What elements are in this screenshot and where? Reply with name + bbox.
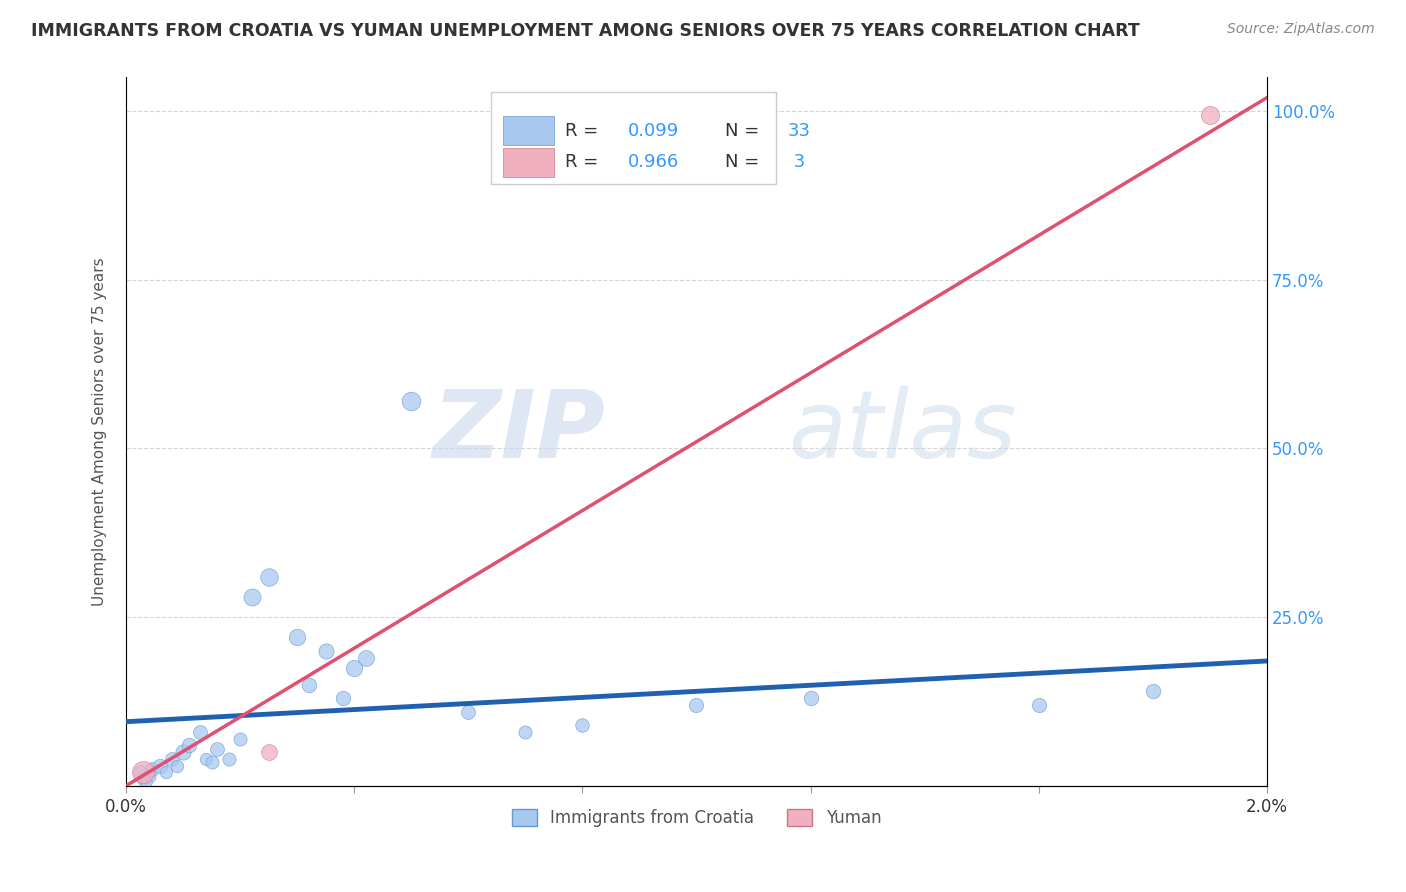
Point — [129, 765, 152, 780]
Point — [135, 775, 157, 789]
Text: N =: N = — [725, 153, 765, 171]
Point — [194, 752, 217, 766]
Point — [401, 394, 423, 409]
Point — [515, 724, 537, 739]
Point — [315, 644, 337, 658]
Point — [297, 677, 319, 691]
Point — [177, 739, 200, 753]
Point — [332, 691, 354, 706]
Text: 0.966: 0.966 — [628, 153, 679, 171]
Text: N =: N = — [725, 121, 765, 139]
Y-axis label: Unemployment Among Seniors over 75 years: Unemployment Among Seniors over 75 years — [93, 257, 107, 606]
Point — [132, 765, 155, 780]
Point — [218, 752, 240, 766]
Point — [571, 718, 593, 732]
Point — [257, 569, 280, 583]
Point — [160, 752, 183, 766]
Point — [457, 705, 479, 719]
Point — [240, 590, 263, 604]
Text: 33: 33 — [787, 121, 811, 139]
Point — [257, 745, 280, 759]
Point — [172, 745, 194, 759]
Point — [343, 661, 366, 675]
Bar — [502, 148, 554, 177]
Text: R =: R = — [565, 121, 605, 139]
Point — [285, 631, 308, 645]
Point — [132, 772, 155, 786]
Point — [685, 698, 707, 712]
Point — [800, 691, 823, 706]
Bar — [502, 116, 554, 145]
Text: 3: 3 — [787, 153, 806, 171]
Text: 0.099: 0.099 — [628, 121, 679, 139]
Point — [207, 741, 229, 756]
Point — [138, 769, 160, 783]
Text: R =: R = — [565, 153, 605, 171]
Point — [1198, 107, 1220, 121]
Point — [149, 758, 172, 772]
Point — [141, 762, 163, 776]
Text: ZIP: ZIP — [433, 385, 605, 477]
Point — [188, 724, 211, 739]
Point — [1028, 698, 1050, 712]
Point — [201, 755, 224, 769]
FancyBboxPatch shape — [491, 92, 776, 184]
Point — [229, 731, 252, 746]
Text: IMMIGRANTS FROM CROATIA VS YUMAN UNEMPLOYMENT AMONG SENIORS OVER 75 YEARS CORREL: IMMIGRANTS FROM CROATIA VS YUMAN UNEMPLO… — [31, 22, 1140, 40]
Point — [354, 650, 377, 665]
Point — [155, 765, 177, 780]
Legend: Immigrants from Croatia, Yuman: Immigrants from Croatia, Yuman — [505, 803, 889, 834]
Point — [1142, 684, 1164, 698]
Point — [166, 758, 188, 772]
Text: atlas: atlas — [787, 386, 1017, 477]
Text: Source: ZipAtlas.com: Source: ZipAtlas.com — [1227, 22, 1375, 37]
